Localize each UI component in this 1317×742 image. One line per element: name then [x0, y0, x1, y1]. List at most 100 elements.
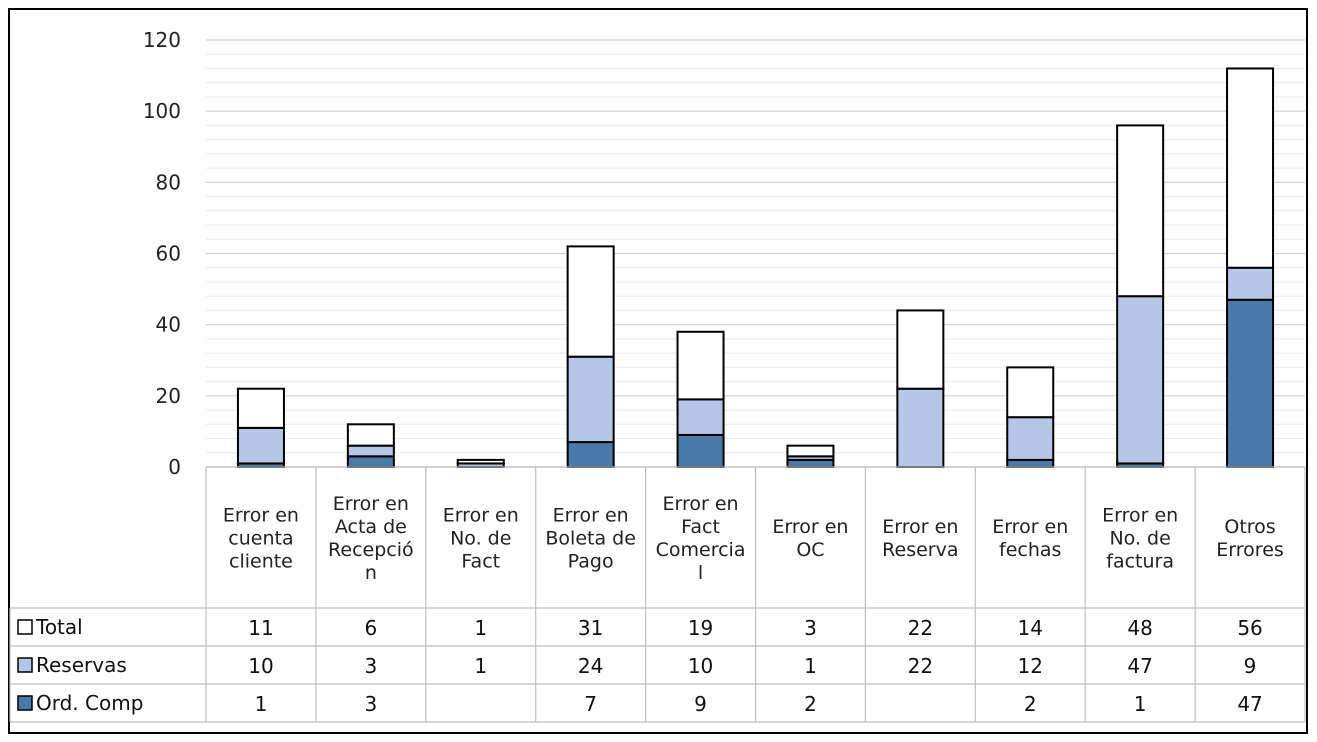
bar-ord-comp	[676, 433, 725, 469]
table-cell-reservas: 1	[804, 654, 817, 678]
category-label-line: Comercia	[656, 539, 746, 561]
bar-total	[456, 458, 505, 465]
chart-frame	[8, 8, 1308, 734]
table-cell-total: 48	[1127, 616, 1152, 640]
category-label-line: Acta de	[335, 516, 407, 538]
bar-total	[1226, 67, 1275, 269]
category-label: Otros Errores	[1216, 516, 1283, 561]
category-label-line: Fact	[461, 551, 500, 573]
bar-reservas	[676, 398, 725, 436]
table-cell-reservas: 3	[364, 654, 377, 678]
bar-reservas	[1226, 266, 1275, 301]
table-cell-ord-comp: 2	[1024, 692, 1037, 716]
legend-key-reservas	[17, 657, 33, 673]
bars	[236, 67, 1275, 469]
table-cell-total: 3	[804, 616, 817, 640]
category-label: Error en No. de factura	[1102, 505, 1178, 573]
category-label-line: l	[698, 562, 703, 584]
bar-reservas	[1006, 416, 1055, 461]
bar-reservas	[566, 355, 615, 444]
category-label-line: Errores	[1216, 539, 1283, 561]
category-label-line: No. de	[1109, 528, 1170, 550]
category-label: Error en Reserva	[882, 516, 958, 561]
bar-ord-comp	[1226, 298, 1275, 468]
category-label-line: Error en	[223, 505, 299, 527]
y-tick-label: 0	[168, 455, 181, 479]
bar-reservas	[236, 426, 285, 465]
table-cell-total: 11	[248, 616, 273, 640]
table-cell-ord-comp: 3	[364, 692, 377, 716]
category-label: Error en OC	[772, 516, 848, 561]
table-cell-total: 56	[1237, 616, 1262, 640]
bar-ord-comp	[1006, 458, 1055, 468]
y-tick-label: 20	[156, 384, 181, 408]
category-label-line: fechas	[999, 539, 1061, 561]
legend-label-total: Total	[35, 615, 83, 639]
y-tick-label: 80	[156, 170, 181, 194]
category-label-line: Error en	[663, 493, 739, 515]
category-label-line: Fact	[681, 516, 720, 538]
legend-key-ord-comp	[17, 695, 33, 711]
bar-total	[676, 330, 725, 401]
category-label: Error en Acta de Recepció n	[328, 493, 414, 584]
y-tick-label: 120	[143, 28, 181, 52]
legend-label-ord-comp: Ord. Comp	[36, 691, 143, 715]
category-label: Error en cuenta cliente	[223, 505, 299, 573]
bar-total	[236, 387, 285, 429]
table-cell-ord-comp: 47	[1237, 692, 1262, 716]
y-tick-label: 100	[143, 99, 181, 123]
category-label-line: Boleta de	[545, 528, 636, 550]
category-label: Error en Fact Comercia l	[656, 493, 746, 584]
category-label-line: Error en	[1102, 505, 1178, 527]
table-cell-total: 22	[908, 616, 933, 640]
y-tick-label: 40	[156, 313, 181, 337]
category-label-line: cliente	[229, 551, 293, 573]
table-cell-reservas: 10	[248, 654, 273, 678]
table-cell-total: 6	[364, 616, 377, 640]
category-label: Error en fechas	[992, 516, 1068, 561]
table-cell-reservas: 10	[688, 654, 713, 678]
legend-key-total	[17, 619, 33, 635]
bar-total	[1116, 124, 1165, 298]
category-label: Error en Boleta de Pago	[545, 505, 636, 573]
bar-reservas	[1116, 295, 1165, 465]
category-label-line: Error en	[443, 505, 519, 527]
table-cell-total: 14	[1018, 616, 1043, 640]
table-cell-total: 31	[578, 616, 603, 640]
table-cell-ord-comp: 7	[584, 692, 597, 716]
category-label-line: No. de	[450, 528, 511, 550]
table-cell-ord-comp: 1	[1134, 692, 1147, 716]
table-cell-total: 19	[688, 616, 713, 640]
category-label-line: Error en	[882, 516, 958, 538]
category-label-line: Pago	[568, 551, 614, 573]
bar-reservas	[896, 387, 945, 469]
category-label-line: Error en	[333, 493, 409, 515]
bar-total	[1006, 366, 1055, 419]
table-cell-reservas: 12	[1018, 654, 1043, 678]
table-cell-reservas: 47	[1127, 654, 1152, 678]
category-label-line: Error en	[772, 516, 848, 538]
legend-label-reservas: Reservas	[36, 653, 127, 677]
bar-total	[566, 245, 615, 358]
table-cell-reservas: 9	[1244, 654, 1257, 678]
table-cell-reservas: 1	[474, 654, 487, 678]
bar-ord-comp	[566, 441, 615, 469]
category-label: Error en No. de Fact	[443, 505, 519, 573]
category-label-line: Otros	[1224, 516, 1275, 538]
table-cell-ord-comp: 1	[255, 692, 268, 716]
table-cell-reservas: 24	[578, 654, 603, 678]
y-tick-label: 60	[156, 242, 181, 266]
category-label-line: Recepció	[328, 539, 414, 561]
category-label-line: cuenta	[228, 528, 293, 550]
table-cell-ord-comp: 9	[694, 692, 707, 716]
category-label-line: factura	[1106, 551, 1174, 573]
y-axis-ticks: 0 20 40 60 80 100 120	[143, 28, 181, 479]
bar-ord-comp	[786, 458, 835, 468]
category-label-line: Error en	[992, 516, 1068, 538]
bar-ord-comp	[346, 455, 395, 469]
bar-reservas	[346, 444, 395, 458]
table-cell-ord-comp: 2	[804, 692, 817, 716]
bar-total	[346, 423, 395, 447]
